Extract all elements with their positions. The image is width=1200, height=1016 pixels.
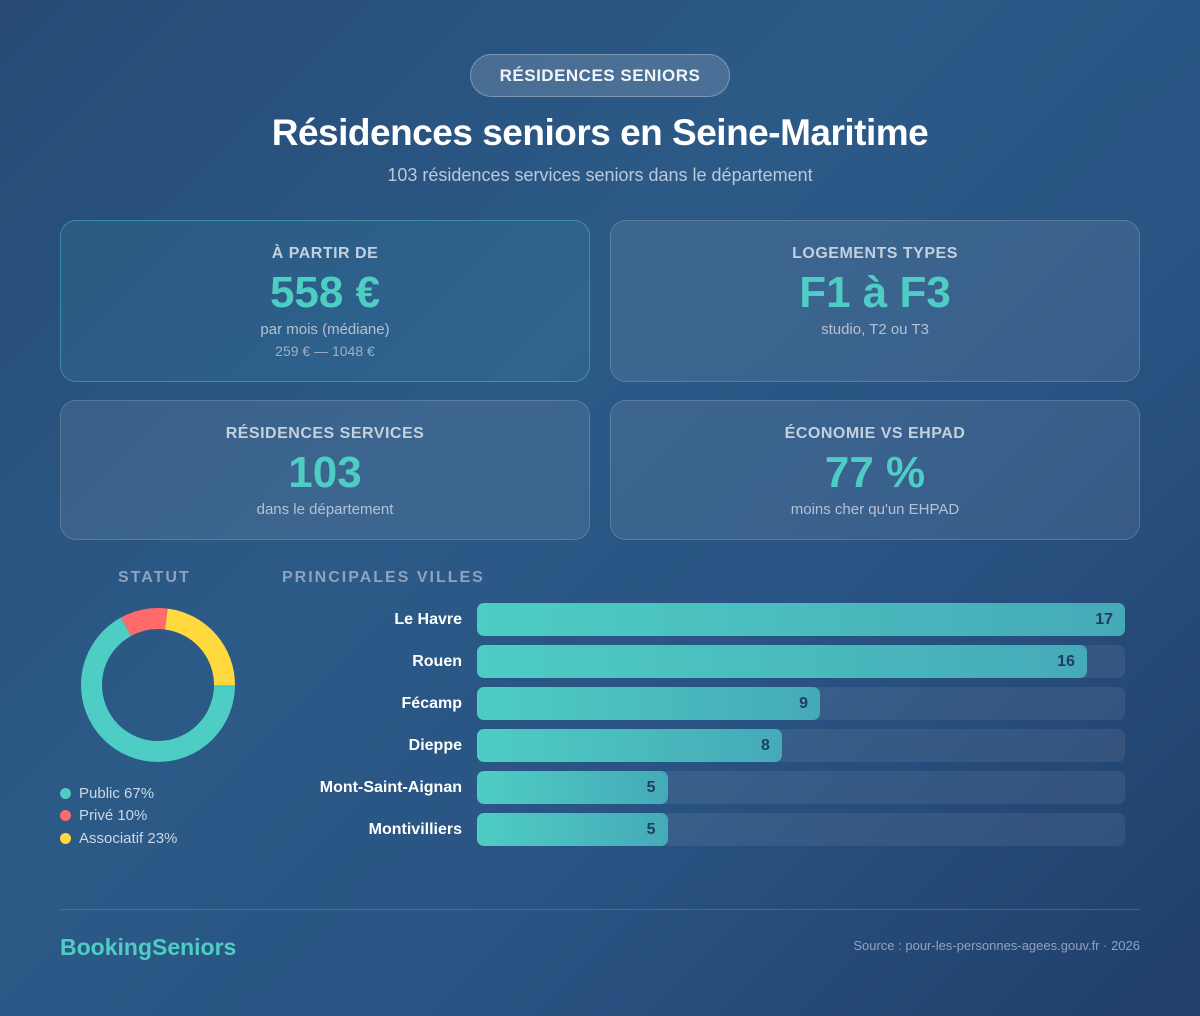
bar-label: Mont-Saint-Aignan — [319, 778, 462, 796]
bar-track: 17 — [477, 603, 1125, 636]
bar-track: 5 — [477, 813, 1125, 846]
footer-divider — [60, 909, 1140, 910]
card-value: 558 € — [269, 268, 381, 317]
card-label: RÉSIDENCES SERVICES — [225, 425, 425, 442]
villes-bar-chart: Le Havre 17 Rouen 16 Fécamp 9 Dieppe 8 M… — [280, 603, 1125, 855]
bar-label: Le Havre — [394, 610, 462, 628]
price-card: À PARTIR DE 558 € par mois (médiane) 259… — [60, 220, 590, 382]
bar-row: Mont-Saint-Aignan 5 — [280, 771, 1125, 804]
bar-track: 5 — [477, 771, 1125, 804]
legend-dot-icon — [60, 832, 71, 844]
bar-label: Montivilliers — [368, 820, 462, 838]
bar-track: 8 — [477, 729, 1125, 762]
card-sub: dans le département — [256, 501, 394, 518]
card-label: À PARTIR DE — [271, 245, 379, 262]
housing-types-card: LOGEMENTS TYPES F1 à F3 studio, T2 ou T3 — [610, 220, 1140, 382]
bar-row: Le Havre 17 — [280, 603, 1125, 636]
source-text: Source : pour-les-personnes-agees.gouv.f… — [853, 938, 1140, 953]
bar-row: Fécamp 9 — [280, 687, 1125, 720]
bar-fill: 9 — [477, 687, 821, 720]
legend-item-public: Public 67% — [60, 782, 177, 805]
page-title: Résidences seniors en Seine-Maritime — [271, 112, 929, 153]
ehpad-savings-card: ÉCONOMIE VS EHPAD 77 % moins cher qu'un … — [610, 400, 1140, 540]
bar-label: Dieppe — [408, 736, 462, 754]
legend-item-prive: Privé 10% — [60, 805, 177, 828]
bar-row: Montivilliers 5 — [280, 813, 1125, 846]
bar-fill: 8 — [477, 729, 782, 762]
legend-label: Public 67% — [79, 784, 155, 802]
legend-label: Associatif 23% — [79, 829, 178, 847]
card-label: ÉCONOMIE VS EHPAD — [784, 425, 966, 442]
card-range: 259 € — 1048 € — [275, 343, 375, 359]
bar-fill: 5 — [477, 813, 668, 846]
bar-fill: 5 — [477, 771, 668, 804]
card-sub: studio, T2 ou T3 — [821, 321, 929, 338]
bar-fill: 16 — [477, 645, 1087, 678]
card-value: 103 — [288, 448, 362, 497]
donut-segment-public — [81, 608, 235, 762]
bar-label: Rouen — [412, 652, 462, 670]
card-value: F1 à F3 — [799, 268, 951, 317]
statut-donut-chart — [81, 608, 235, 762]
category-pill: RÉSIDENCES SENIORS — [470, 54, 730, 97]
legend-item-associatif: Associatif 23% — [60, 827, 177, 850]
bar-row: Dieppe 8 — [280, 729, 1125, 762]
card-sub: moins cher qu'un EHPAD — [790, 501, 960, 518]
bar-label: Fécamp — [401, 694, 462, 712]
bar-row: Rouen 16 — [280, 645, 1125, 678]
residences-count-card: RÉSIDENCES SERVICES 103 dans le départem… — [60, 400, 590, 540]
bar-fill: 17 — [477, 603, 1125, 636]
legend-dot-icon — [60, 810, 71, 822]
card-label: LOGEMENTS TYPES — [792, 245, 958, 262]
card-sub: par mois (médiane) — [260, 321, 390, 338]
bar-track: 9 — [477, 687, 1125, 720]
statut-heading: STATUT — [118, 569, 191, 586]
card-value: 77 % — [824, 448, 926, 497]
villes-heading: PRINCIPALES VILLES — [282, 569, 485, 586]
legend-label: Privé 10% — [79, 807, 148, 825]
donut-segment-prive — [81, 608, 235, 762]
bar-track: 16 — [477, 645, 1125, 678]
page-subtitle: 103 résidences services seniors dans le … — [387, 165, 813, 185]
donut-segment-associatif — [81, 608, 235, 762]
legend-dot-icon — [60, 787, 71, 799]
statut-legend: Public 67% Privé 10% Associatif 23% — [60, 782, 177, 850]
brand-logo[interactable]: BookingSeniors — [60, 934, 237, 960]
